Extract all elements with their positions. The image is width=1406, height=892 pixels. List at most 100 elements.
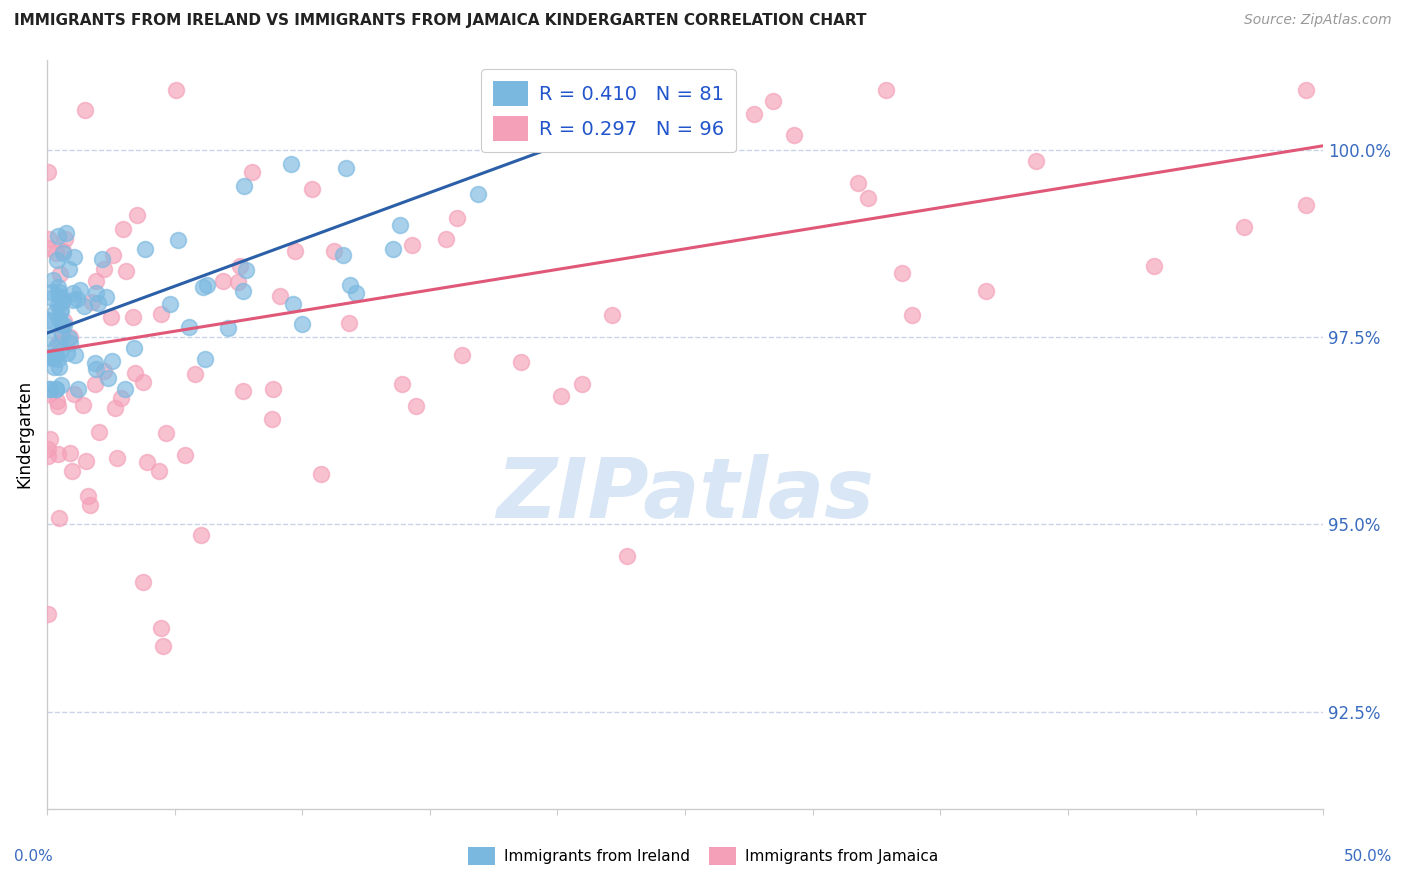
Point (94, 290, 117, 304)
Point (112, 222, 135, 236)
Point (103, 248, 125, 262)
Point (110, 391, 132, 405)
Point (115, 264, 138, 278)
Point (134, 242, 156, 256)
Point (1295, 82, 1317, 96)
Point (240, 164, 263, 178)
Point (391, 376, 413, 391)
Point (401, 238, 423, 252)
Point (114, 382, 136, 396)
Point (48, 511, 70, 525)
Point (41, 285, 63, 300)
Point (48, 289, 70, 303)
Point (616, 549, 638, 563)
Point (235, 263, 257, 277)
Point (104, 401, 127, 415)
Point (858, 191, 880, 205)
Point (344, 286, 367, 301)
Point (48, 359, 70, 374)
Point (38, 382, 60, 396)
Point (38, 232, 60, 246)
Point (63, 250, 86, 264)
Point (46, 335, 69, 350)
Point (148, 464, 170, 478)
Point (46, 229, 69, 244)
Point (51, 318, 73, 332)
Point (269, 289, 291, 303)
Point (498, 105, 520, 120)
Point (37, 351, 59, 365)
Point (45, 246, 67, 260)
Point (229, 259, 252, 273)
Point (45, 382, 67, 396)
Point (60, 464, 83, 478)
Point (37, 607, 59, 621)
Point (434, 232, 457, 246)
Point (52, 314, 75, 328)
Point (509, 355, 531, 369)
Point (101, 354, 124, 368)
Point (309, 467, 332, 482)
Point (46, 298, 69, 312)
Point (38, 432, 60, 446)
Point (284, 244, 307, 258)
Legend: Immigrants from Ireland, Immigrants from Jamaica: Immigrants from Ireland, Immigrants from… (461, 841, 945, 871)
Point (301, 182, 323, 196)
Text: 0.0%: 0.0% (14, 849, 53, 863)
Point (42, 359, 65, 374)
Point (191, 280, 214, 294)
Point (165, 82, 187, 96)
Point (84, 285, 107, 300)
Point (46, 280, 69, 294)
Point (100, 310, 122, 324)
Point (450, 347, 472, 361)
Point (742, 106, 765, 120)
Point (1143, 259, 1166, 273)
Point (51, 295, 73, 310)
Point (48, 311, 70, 326)
Point (217, 320, 239, 334)
Point (41, 291, 63, 305)
Point (173, 448, 195, 462)
Point (226, 275, 249, 289)
Point (122, 341, 145, 355)
Point (875, 82, 897, 96)
Point (84, 362, 107, 376)
Point (37, 331, 59, 345)
Point (177, 319, 200, 334)
Point (132, 574, 155, 589)
Point (332, 248, 354, 262)
Point (976, 285, 998, 299)
Point (1233, 220, 1256, 235)
Point (51, 326, 73, 340)
Text: 50.0%: 50.0% (1344, 849, 1392, 863)
Point (49, 267, 72, 281)
Point (125, 208, 148, 222)
Point (280, 157, 302, 171)
Point (49, 302, 72, 317)
Point (89, 425, 111, 439)
Point (131, 375, 153, 389)
Point (323, 244, 346, 259)
Point (193, 352, 215, 367)
Text: ZIPatlas: ZIPatlas (496, 454, 875, 535)
Point (52, 244, 75, 258)
Point (73, 103, 96, 117)
Point (52, 293, 75, 307)
Point (291, 317, 314, 331)
Point (59, 330, 82, 344)
Point (337, 317, 360, 331)
Point (90, 252, 112, 266)
Point (37, 241, 59, 255)
Point (38, 387, 60, 401)
Point (48, 285, 70, 299)
Point (58, 331, 80, 345)
Point (600, 308, 623, 322)
Legend: R = 0.410   N = 81, R = 0.297   N = 96: R = 0.410 N = 81, R = 0.297 N = 96 (481, 70, 735, 153)
Point (135, 454, 157, 468)
Point (49, 303, 72, 318)
Point (93, 261, 115, 276)
Point (45, 349, 67, 363)
Point (49, 292, 72, 306)
Point (56, 346, 79, 360)
